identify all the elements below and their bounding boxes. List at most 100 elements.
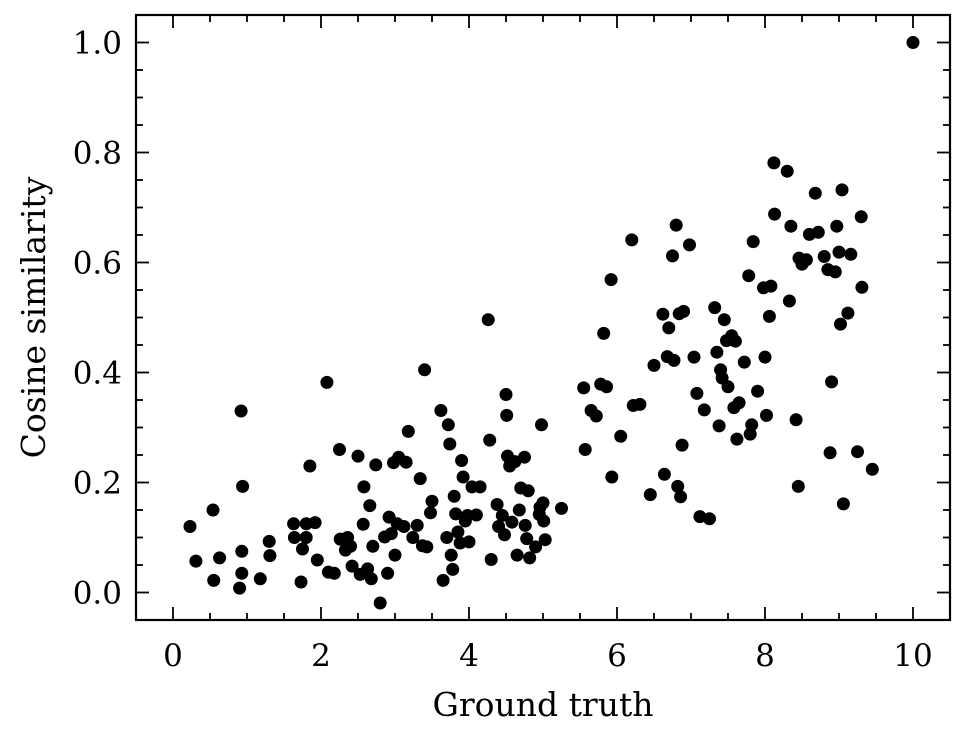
data-point xyxy=(536,496,550,510)
x-tick-label: 2 xyxy=(311,638,331,674)
data-point xyxy=(742,269,756,283)
data-point xyxy=(643,488,657,502)
data-point xyxy=(710,345,724,359)
data-point xyxy=(381,566,395,580)
data-point xyxy=(320,375,334,389)
data-point xyxy=(213,551,227,565)
data-point xyxy=(717,313,731,327)
data-point xyxy=(366,539,380,553)
data-point xyxy=(605,470,619,484)
data-point xyxy=(746,235,760,249)
data-point xyxy=(808,186,822,200)
data-point xyxy=(440,531,454,544)
data-point xyxy=(344,539,358,553)
data-point xyxy=(294,575,308,589)
y-tick-label: 0.6 xyxy=(73,246,122,282)
x-tick-label: 0 xyxy=(163,638,183,674)
data-point xyxy=(369,458,383,472)
data-point xyxy=(363,499,377,513)
data-point xyxy=(737,355,751,369)
data-point xyxy=(523,551,537,565)
data-point xyxy=(823,446,837,460)
data-point xyxy=(625,233,639,247)
data-point xyxy=(345,559,359,573)
data-point xyxy=(490,498,504,511)
data-point xyxy=(697,403,711,417)
data-point xyxy=(712,419,726,433)
data-point xyxy=(384,527,398,541)
data-point xyxy=(469,508,483,522)
data-point xyxy=(418,363,432,377)
data-point xyxy=(436,573,450,587)
data-point xyxy=(206,503,220,517)
data-point xyxy=(234,404,248,418)
data-point xyxy=(730,432,744,446)
data-point xyxy=(732,396,746,410)
data-point xyxy=(495,509,509,522)
data-point xyxy=(364,572,378,586)
data-point xyxy=(333,443,346,456)
data-point xyxy=(764,279,778,293)
data-point xyxy=(401,424,415,438)
data-point xyxy=(841,306,855,320)
data-point xyxy=(310,553,324,567)
data-point xyxy=(207,573,221,587)
data-point xyxy=(855,280,869,294)
x-tick-label: 8 xyxy=(755,638,775,674)
data-point xyxy=(303,459,317,473)
data-point xyxy=(444,548,458,562)
data-point xyxy=(510,548,524,562)
data-point xyxy=(703,512,716,526)
data-point xyxy=(677,304,691,318)
data-point xyxy=(589,409,603,423)
y-tick-label: 0.2 xyxy=(73,466,122,502)
data-point xyxy=(518,518,532,532)
data-point xyxy=(767,156,781,170)
data-point xyxy=(446,562,460,576)
data-point xyxy=(728,334,742,348)
data-point xyxy=(484,553,498,566)
data-point xyxy=(236,479,250,493)
data-point xyxy=(600,380,614,394)
data-point xyxy=(481,313,495,327)
data-point xyxy=(669,218,683,232)
data-point xyxy=(183,520,197,533)
data-point xyxy=(287,531,301,544)
data-point xyxy=(518,450,531,464)
points-group xyxy=(183,36,920,610)
data-point xyxy=(529,540,543,554)
data-point xyxy=(189,554,203,568)
x-tick-label: 10 xyxy=(893,638,932,674)
data-point xyxy=(424,506,437,520)
y-tick-label: 0.0 xyxy=(73,576,122,612)
data-point xyxy=(413,472,427,486)
data-point xyxy=(512,503,526,517)
data-point xyxy=(835,183,849,197)
data-point xyxy=(760,408,773,422)
data-point xyxy=(690,386,704,400)
data-point xyxy=(768,207,782,221)
data-point xyxy=(906,36,920,49)
data-point xyxy=(656,307,670,321)
data-point xyxy=(782,294,796,308)
data-point xyxy=(327,566,341,580)
data-point xyxy=(262,534,276,548)
data-point xyxy=(235,566,249,580)
x-tick-label: 6 xyxy=(607,638,627,674)
data-point xyxy=(420,540,434,554)
data-point xyxy=(397,520,411,533)
data-point xyxy=(537,514,551,528)
data-point xyxy=(434,404,448,417)
data-point xyxy=(721,380,735,394)
tick-labels-group: 0 2 4 6 8 10 0.0 0.2 0.4 0.6 0.8 1.0 xyxy=(73,26,933,675)
data-point xyxy=(667,353,681,367)
data-point xyxy=(708,301,722,315)
data-point xyxy=(791,479,805,493)
data-point xyxy=(441,418,455,432)
data-point xyxy=(614,429,628,443)
data-point xyxy=(834,317,847,331)
data-point xyxy=(865,462,879,476)
plot-frame xyxy=(134,13,952,622)
data-point xyxy=(844,247,858,261)
data-point xyxy=(828,265,842,279)
